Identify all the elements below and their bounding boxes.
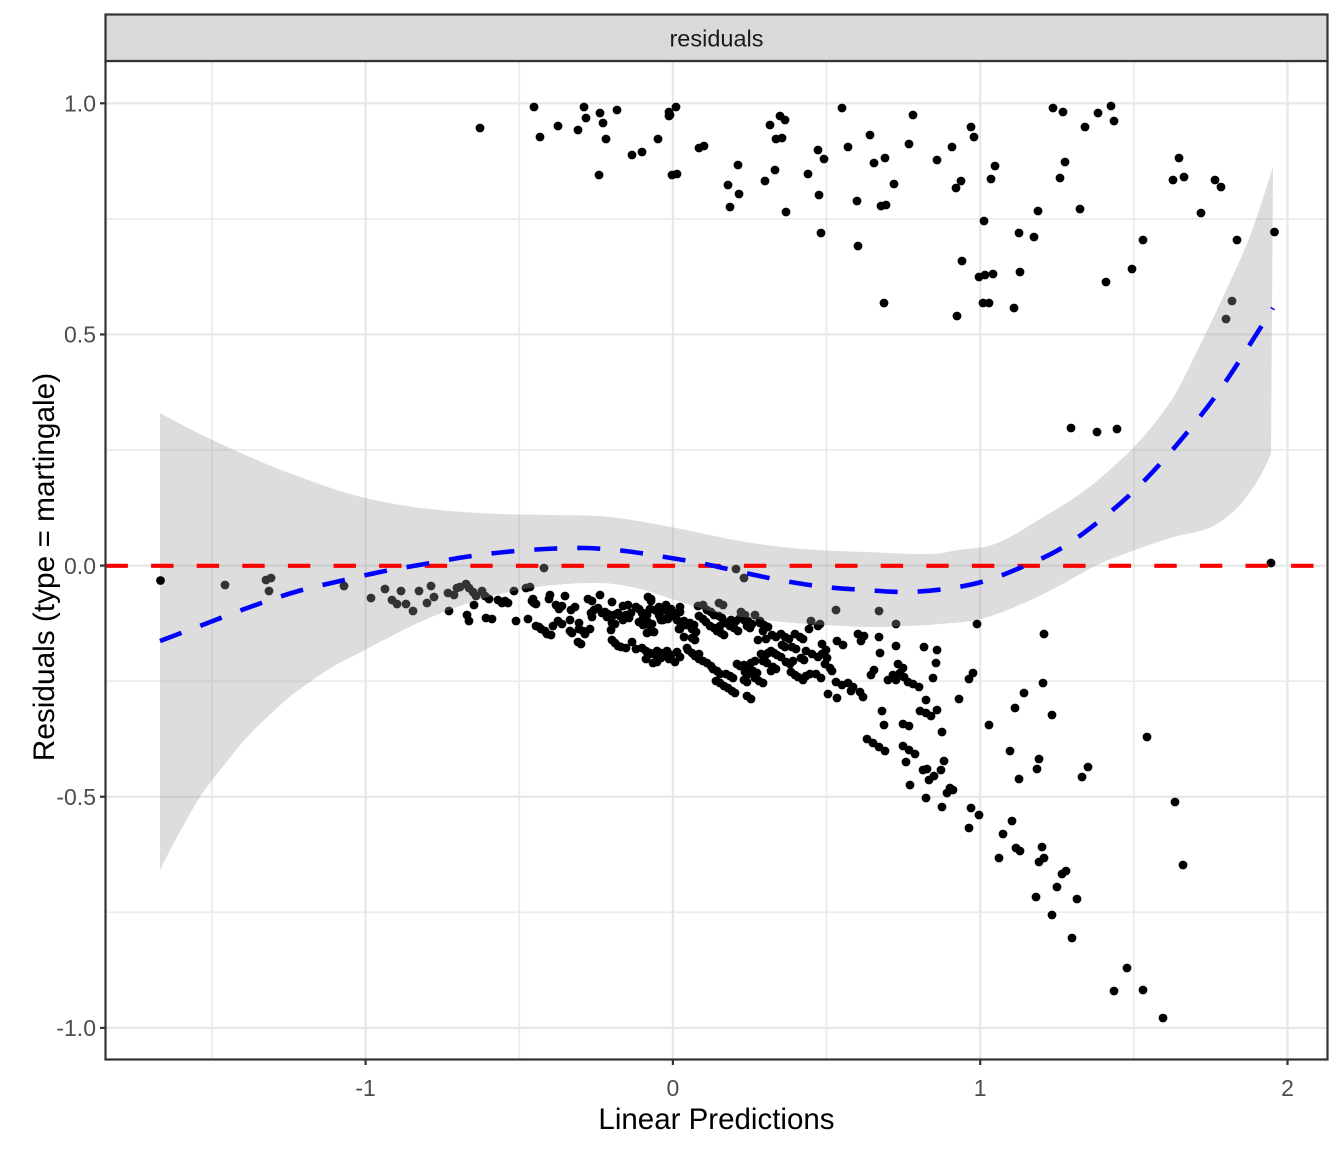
svg-text:-0.5: -0.5: [56, 784, 96, 810]
svg-text:0: 0: [667, 1075, 680, 1101]
svg-text:0.5: 0.5: [64, 322, 96, 348]
svg-text:0.0: 0.0: [64, 553, 96, 579]
svg-text:residuals: residuals: [669, 25, 763, 51]
svg-text:-1.0: -1.0: [56, 1015, 96, 1041]
svg-text:1.0: 1.0: [64, 91, 96, 117]
svg-text:-1: -1: [355, 1075, 375, 1101]
svg-text:1: 1: [974, 1075, 987, 1101]
svg-text:Linear Predictions: Linear Predictions: [598, 1103, 834, 1136]
svg-text:Residuals (type = martingale): Residuals (type = martingale): [28, 373, 61, 761]
svg-text:2: 2: [1281, 1075, 1294, 1101]
